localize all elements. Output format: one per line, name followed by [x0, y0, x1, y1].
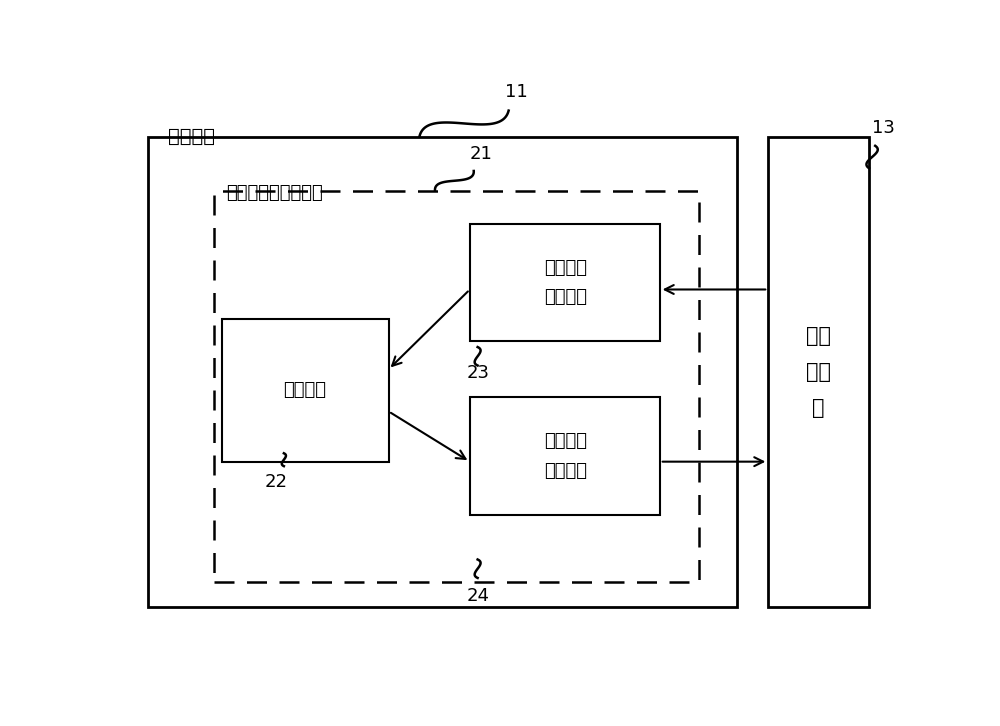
Bar	[214, 190, 698, 582]
Bar	[148, 137, 737, 607]
Text: 24: 24	[466, 587, 489, 605]
Bar	[470, 224, 660, 341]
Text: 智能车规划决策设备: 智能车规划决策设备	[226, 184, 322, 202]
Text: 决策模块: 决策模块	[283, 381, 326, 399]
Text: 车辆控制
输出接口: 车辆控制 输出接口	[544, 433, 587, 480]
Bar	[470, 397, 660, 515]
Text: 21: 21	[470, 144, 493, 163]
Bar	[768, 137, 869, 607]
Text: 23: 23	[466, 364, 489, 382]
Text: 数据
传输
层: 数据 传输 层	[806, 326, 831, 418]
Text: 感知信息
输入接口: 感知信息 输入接口	[544, 259, 587, 306]
Text: 22: 22	[265, 473, 288, 491]
Bar	[222, 319, 388, 462]
Text: 智能车层: 智能车层	[168, 127, 215, 146]
Text: 13: 13	[872, 120, 894, 137]
Text: 11: 11	[505, 83, 528, 101]
